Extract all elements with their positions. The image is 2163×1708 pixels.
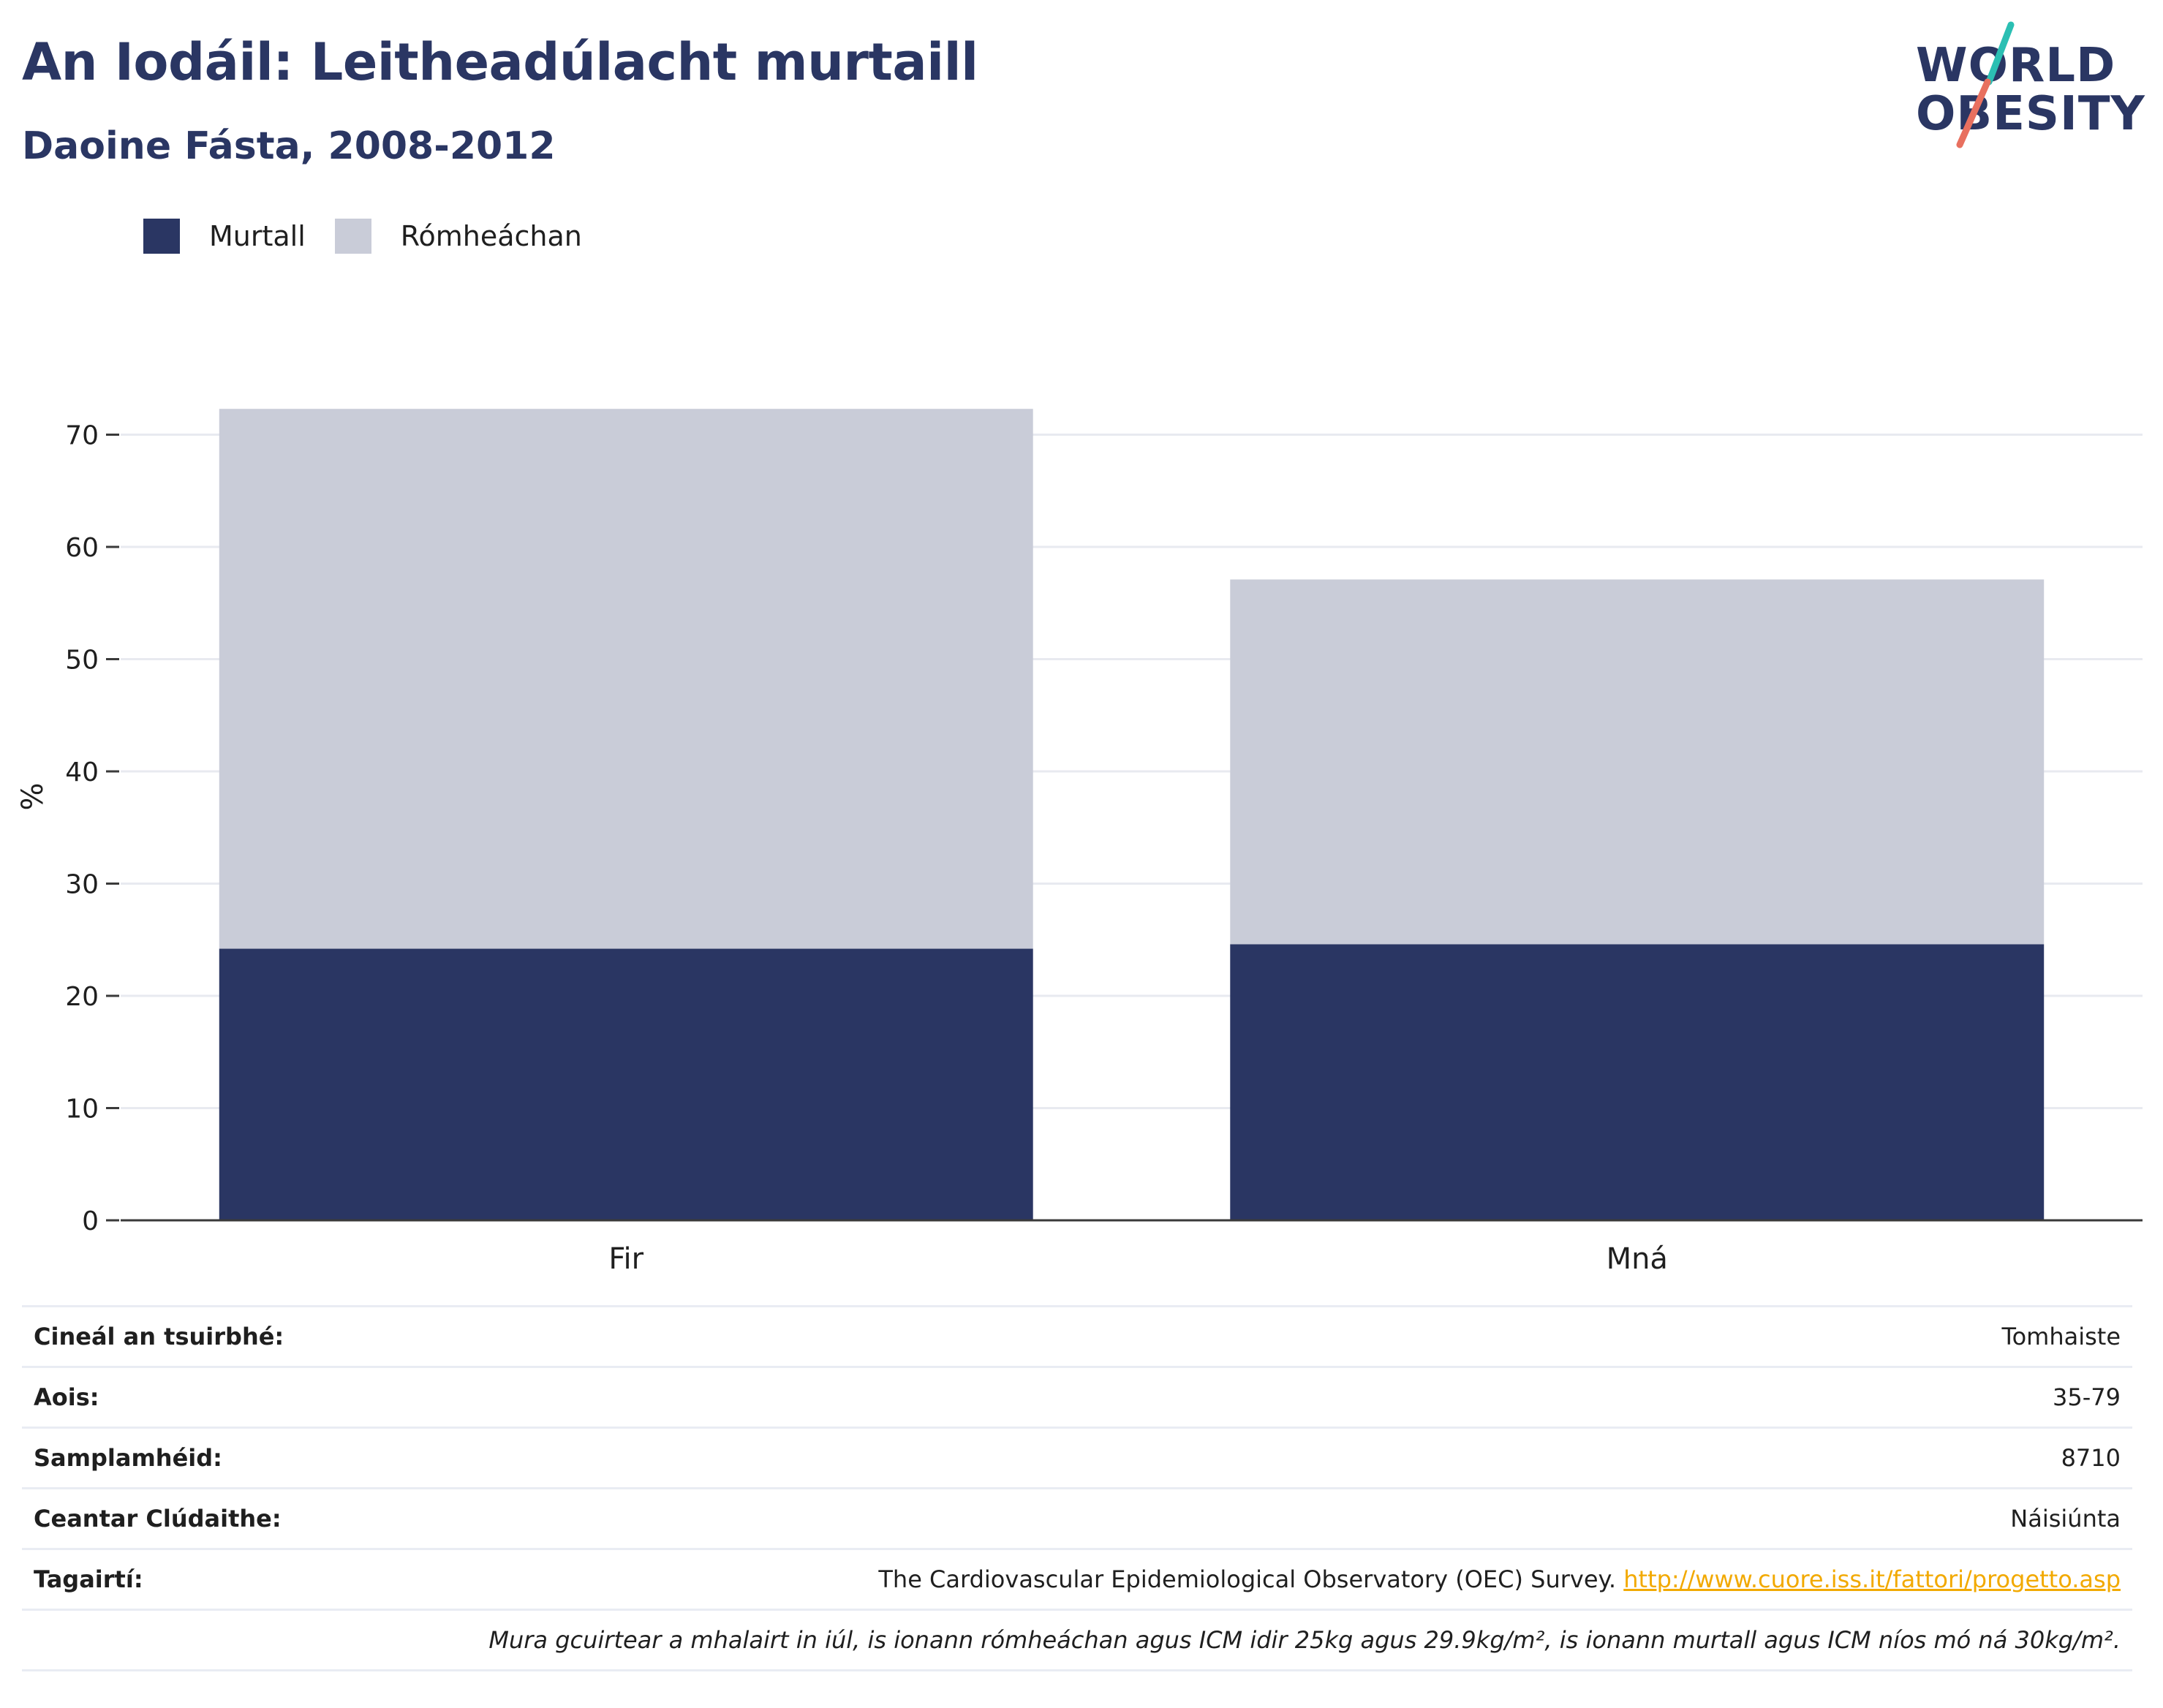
info-value: Tomhaiste — [2001, 1323, 2121, 1350]
legend-label: Murtall — [209, 220, 306, 252]
info-row-age: Aois: 35-79 — [22, 1368, 2132, 1429]
y-tick-label: 30 — [65, 870, 99, 900]
reference-text: The Cardiovascular Epidemiological Obser… — [878, 1565, 1617, 1593]
info-row-survey-type: Cineál an tsuirbhé: Tomhaiste — [22, 1307, 2132, 1368]
footnote-row: Mura gcuirtear a mhalairt in iúl, is ion… — [22, 1611, 2132, 1671]
bar-murtall-0 — [219, 948, 1033, 1220]
bar-chart: 0 10 20 30 40 50 60 70% Fir Mná — [16, 409, 2143, 1276]
y-tick-label: 0 — [82, 1206, 99, 1236]
info-label: Ceantar Clúdaithe: — [34, 1505, 282, 1533]
logo-slash-icon — [1956, 21, 2015, 148]
logo-line-2: OBESITY — [1916, 87, 2145, 141]
info-label: Aois: — [34, 1383, 99, 1411]
info-value: Náisiúnta — [2010, 1505, 2121, 1533]
page-subtitle: Daoine Fásta, 2008-2012 — [22, 124, 556, 168]
y-tick-label: 10 — [65, 1095, 99, 1125]
world-obesity-logo[interactable]: WORLD OBESITY — [1901, 15, 2150, 161]
y-axis-label: % — [16, 782, 50, 810]
reference-link[interactable]: http://www.cuore.iss.it/fattori/progetto… — [1623, 1565, 2121, 1593]
info-row-references: Tagairtí: The Cardiovascular Epidemiolog… — [22, 1550, 2132, 1611]
bar-romheachan-0 — [219, 409, 1033, 949]
info-label: Samplamhéid: — [34, 1444, 222, 1472]
legend-label: Rómheáchan — [400, 220, 582, 252]
info-row-area-covered: Ceantar Clúdaithe: Náisiúnta — [22, 1489, 2132, 1550]
bar-murtall-1 — [1230, 944, 2045, 1220]
footnote-text: Mura gcuirtear a mhalairt in iúl, is ion… — [488, 1626, 2121, 1654]
survey-info-table: Cineál an tsuirbhé: Tomhaiste Aois: 35-7… — [22, 1305, 2132, 1671]
legend-swatch-murtall — [143, 219, 180, 254]
x-tick-label: Fir — [608, 1242, 643, 1276]
info-value: The Cardiovascular Epidemiological Obser… — [878, 1565, 2121, 1593]
y-tick-label: 40 — [65, 757, 99, 787]
y-tick-label: 60 — [65, 533, 99, 563]
page-title: An Iodáil: Leitheadúlacht murtaill — [22, 32, 978, 92]
legend-item-romheachan[interactable]: Rómheáchan — [334, 219, 582, 254]
legend-item-murtall[interactable]: Murtall — [143, 219, 306, 254]
legend-swatch-romheachan — [334, 219, 371, 254]
info-label: Tagairtí: — [34, 1565, 143, 1593]
info-row-sample-size: Samplamhéid: 8710 — [22, 1429, 2132, 1489]
logo-line-1: WORLD — [1916, 39, 2116, 93]
x-tick-label: Mná — [1607, 1242, 1668, 1276]
info-value: 35-79 — [2053, 1383, 2121, 1411]
legend: Murtall Rómheáchan — [143, 212, 611, 260]
y-tick-label: 50 — [65, 646, 99, 676]
info-value: 8710 — [2061, 1444, 2121, 1472]
y-tick-label: 70 — [65, 421, 99, 451]
y-tick-label: 20 — [65, 982, 99, 1012]
bar-romheachan-1 — [1230, 579, 2045, 945]
info-label: Cineál an tsuirbhé: — [34, 1323, 284, 1350]
